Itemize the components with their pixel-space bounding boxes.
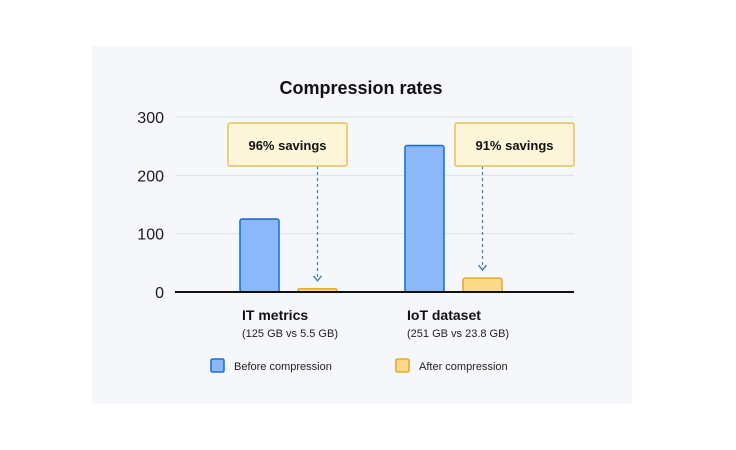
y-axis-ticks: 0 100 200 300 [137,110,164,302]
bar-1-0 [404,144,445,293]
savings-label-0: 96% savings [248,138,326,153]
category-subtitle-1: (251 GB vs 23.8 GB) [407,328,509,340]
category-label-1: IoT dataset [407,307,481,323]
y-tick-label-1: 100 [137,227,164,244]
savings-arrows [312,166,488,282]
y-tick-label-3: 300 [137,110,164,127]
chart-panel [92,46,632,404]
savings-callouts: 96% savings 91% savings [227,122,575,167]
legend: Before compression After compression [210,358,508,373]
bar-1-1 [462,277,503,293]
bars [239,144,503,293]
savings-arrow-head-1 [477,264,488,272]
category-subtitle-0: (125 GB vs 5.5 GB) [242,328,338,340]
savings-callout-1 [454,122,575,167]
y-tick-label-2: 200 [137,168,164,185]
savings-callout-0 [227,122,348,167]
x-axis-labels: IT metrics (125 GB vs 5.5 GB) IoT dataset (… [242,307,509,340]
legend-label-0: Before compression [234,361,332,373]
legend-label-1: After compression [419,361,508,373]
savings-arrow-head-0 [312,275,323,282]
chart-title: Compression rates [279,78,442,98]
legend-swatch-1 [395,358,410,373]
category-label-0: IT metrics [242,307,308,323]
y-tick-label-0: 0 [155,285,164,302]
bar-0-0 [239,218,280,293]
legend-swatch-0 [210,358,225,373]
savings-label-1: 91% savings [475,138,553,153]
